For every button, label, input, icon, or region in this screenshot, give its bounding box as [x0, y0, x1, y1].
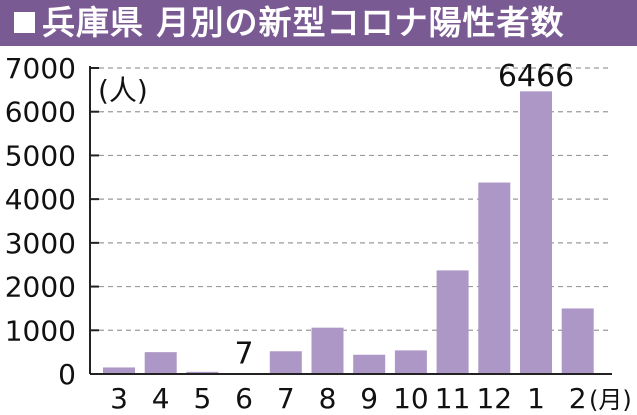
x-tick-label: 8: [319, 382, 337, 415]
bar-month-2: [561, 308, 594, 374]
x-tick-label: 7: [277, 382, 295, 415]
x-tick-label: 12: [476, 382, 512, 415]
y-tick-label: 0: [58, 358, 76, 391]
data-annotations: 7 6466: [235, 59, 575, 372]
x-tick-label: 11: [435, 382, 471, 415]
x-tick-label: 3: [110, 382, 128, 415]
x-tick-label: 4: [152, 382, 170, 415]
y-tick-label: 2000: [5, 271, 76, 304]
bars: [103, 91, 594, 374]
bar-month-12: [478, 182, 511, 374]
bar-month-3: [103, 367, 135, 374]
bar-month-1: [520, 91, 552, 374]
data-label-month-6: 7: [235, 337, 254, 372]
x-axis-unit-label: (月): [589, 386, 632, 414]
bar-month-9: [353, 354, 386, 374]
y-tick-label: 1000: [5, 314, 76, 347]
bar-month-8: [311, 327, 344, 374]
y-axis-unit-label: (人): [98, 74, 148, 107]
x-tick-label: 2: [569, 382, 587, 415]
bar-month-5: [186, 371, 219, 374]
y-tick-labels: 0 1000 2000 3000 4000 5000 6000 7000: [5, 52, 99, 391]
data-label-month-1: 6466: [498, 59, 574, 94]
bar-month-4: [144, 352, 177, 374]
y-tick-label: 3000: [5, 227, 76, 260]
y-tick-label: 7000: [5, 52, 76, 85]
y-tick-label: 6000: [5, 96, 76, 129]
x-tick-label: 6: [235, 382, 253, 415]
y-tick-label: 4000: [5, 183, 76, 216]
x-tick-label: 1: [527, 382, 545, 415]
x-tick-label: 9: [360, 382, 378, 415]
chart-header: 兵庫県 月別の新型コロナ陽性者数: [0, 0, 637, 46]
bar-month-7: [269, 351, 302, 374]
x-tick-label: 10: [393, 382, 429, 415]
x-tick-labels: 3 4 5 6 7 8 9 10 11 12 1 2: [110, 382, 587, 415]
chart-title: 兵庫県 月別の新型コロナ陽性者数: [42, 3, 565, 42]
header-square-marker: [14, 12, 35, 33]
x-tick-label: 5: [193, 382, 211, 415]
y-tick-label: 5000: [5, 139, 76, 172]
bar-month-10: [394, 350, 427, 374]
bar-month-11: [436, 270, 469, 374]
